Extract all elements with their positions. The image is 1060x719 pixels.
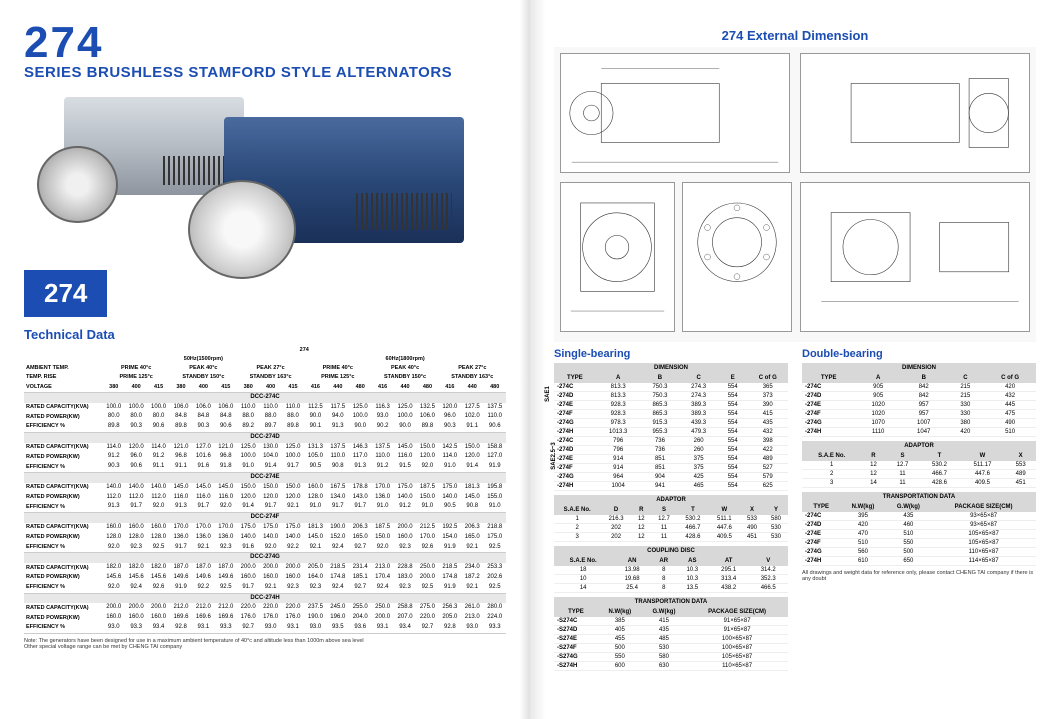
model-badge: 274 bbox=[24, 270, 107, 317]
tech-data-title: Technical Data bbox=[24, 327, 506, 342]
tech-table: 27450Hz(1500rpm)60Hz(1800rpm)AMBIENT TEM… bbox=[24, 346, 506, 634]
double-note: All drawings and weight data for referen… bbox=[802, 570, 1036, 582]
model-number: 274 bbox=[24, 18, 506, 68]
right-page: 274 External Dimension Single-bearing SA… bbox=[530, 0, 1060, 719]
double-trans-table: TRANSPORTATION DATATYPEN.W(kg)G.W(kg)PAC… bbox=[802, 492, 1036, 566]
double-adaptor-table: ADAPTORS.A.E No.RSTWX11212.7530.2511.175… bbox=[802, 441, 1036, 488]
tech-note: Note: The generators have been designed … bbox=[24, 638, 506, 650]
double-title: Double-bearing bbox=[802, 348, 1036, 360]
single-trans-table: TRANSPORTATION DATATYPEN.W(kg)G.W(kg)PAC… bbox=[554, 597, 788, 671]
single-bearing-col: Single-bearing SAE1 SAE2.5~3 DIMENSIONTY… bbox=[554, 348, 788, 675]
single-disc-table: COUPLING DISCS.A.E No.ANARASATV1813.9881… bbox=[554, 546, 788, 593]
sae1-label: SAE1 bbox=[545, 386, 551, 402]
single-adaptor-table: ADAPTORS.A.E No.DRSTWXY1216.31212.7530.2… bbox=[554, 495, 788, 542]
left-page: 274 SERIES BRUSHLESS STAMFORD STYLE ALTE… bbox=[0, 0, 530, 719]
double-dim-table: DIMENSIONTYPEABCC of G-274C905842215420-… bbox=[802, 363, 1036, 437]
single-title: Single-bearing bbox=[554, 348, 788, 360]
series-title: SERIES BRUSHLESS STAMFORD STYLE ALTERNAT… bbox=[24, 64, 506, 81]
dimension-diagrams bbox=[554, 47, 1036, 342]
hero-image: 274 bbox=[24, 87, 506, 317]
ext-dim-title: 274 External Dimension bbox=[554, 28, 1036, 43]
sae25-label: SAE2.5~3 bbox=[551, 442, 557, 470]
single-dim-table: DIMENSIONTYPEABCEC of G-274C813.3750.327… bbox=[554, 363, 788, 491]
double-bearing-col: Double-bearing DIMENSIONTYPEABCC of G-27… bbox=[802, 348, 1036, 675]
